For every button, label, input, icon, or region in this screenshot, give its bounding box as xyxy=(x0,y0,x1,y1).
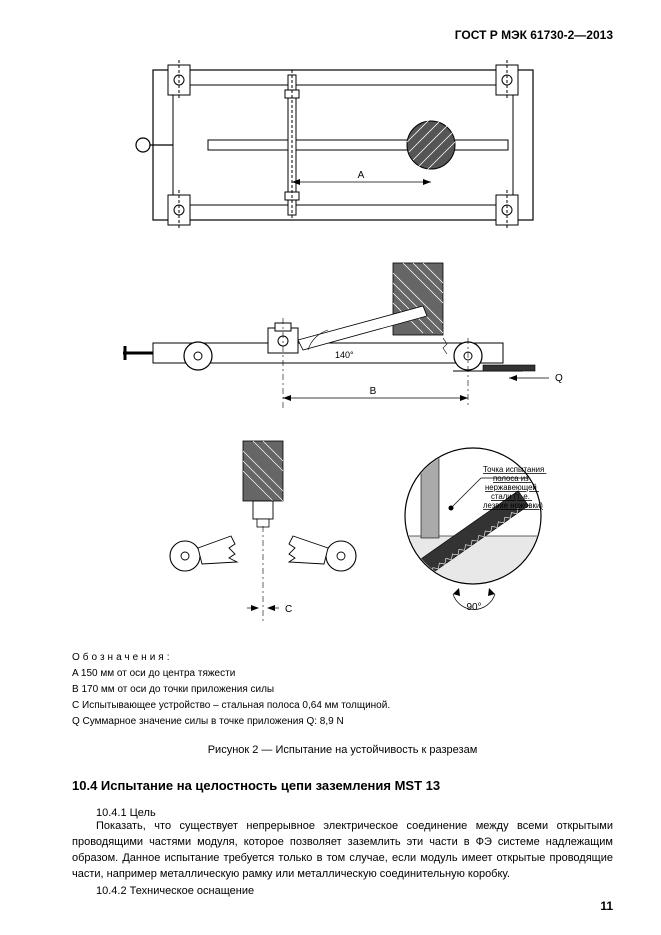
legend-q: Q Суммарное значение силы в точке прилож… xyxy=(72,716,344,727)
figure-area: A xyxy=(72,50,613,756)
section-title: 10.4 Испытание на целостность цепи зазем… xyxy=(72,778,613,793)
legend-b: B 170 мм от оси до точки приложения силы xyxy=(72,684,274,695)
detail-angle-label: 90° xyxy=(466,602,481,613)
dim-a-label: A xyxy=(357,170,364,181)
page-number: 11 xyxy=(600,899,613,913)
dim-c-label: C xyxy=(285,604,292,615)
dim-b-label: B xyxy=(369,386,376,397)
legend-a: A 150 мм от оси до центра тяжести xyxy=(72,668,235,679)
standard-header: ГОСТ Р МЭК 61730-2—2013 xyxy=(72,28,613,42)
legend-title: Обозначения: xyxy=(72,652,172,663)
figure-detail-view: C xyxy=(103,436,583,636)
subsection-10-4-2: 10.4.2 Техническое оснащение xyxy=(72,885,613,897)
figure-side-view: 140° B Q xyxy=(103,258,583,418)
figure-legend: Обозначения: A 150 мм от оси до центра т… xyxy=(72,650,613,730)
dim-q-label: Q xyxy=(555,373,563,384)
subsection-10-4-1: 10.4.1 Цель xyxy=(72,807,613,819)
figure-top-view: A xyxy=(113,50,573,240)
figure-caption: Рисунок 2 — Испытание на устойчивость к … xyxy=(72,744,613,756)
legend-c: C Испытывающее устройство – стальная пол… xyxy=(72,700,390,711)
angle-label: 140° xyxy=(335,350,354,360)
body-10-4-1: Показать, что существует непрерывное эле… xyxy=(72,819,613,883)
detail-text: Точка испытания полоса из нержавеющей ст… xyxy=(483,465,546,510)
